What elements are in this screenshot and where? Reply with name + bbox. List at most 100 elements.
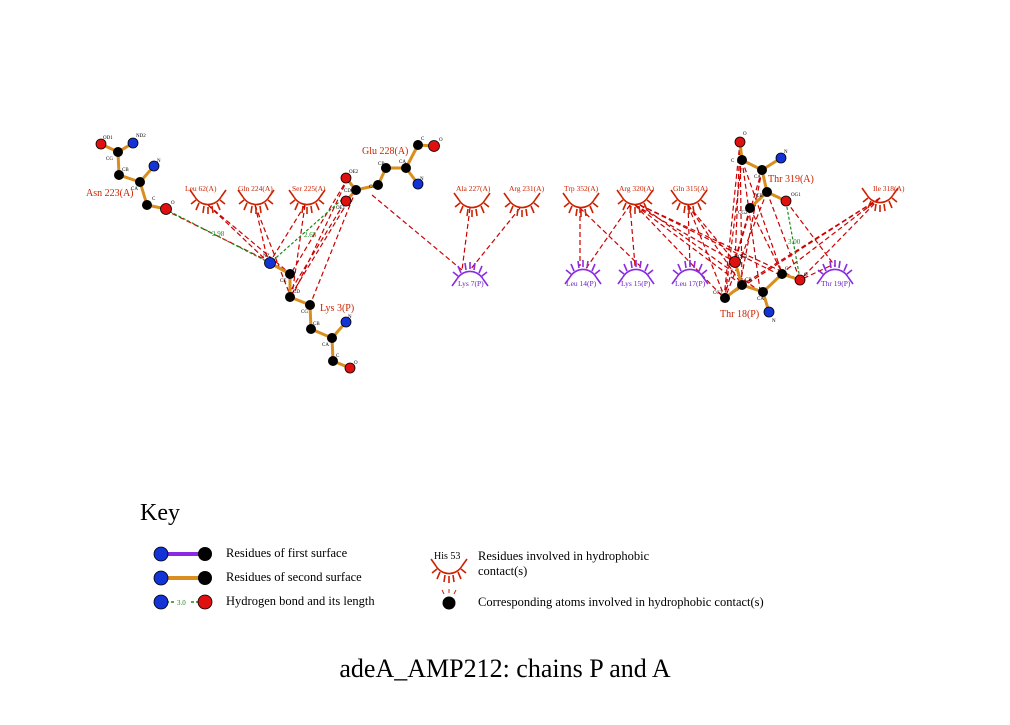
svg-text:NZ: NZ	[263, 254, 270, 259]
svg-text:Trp 352(A): Trp 352(A)	[564, 184, 599, 193]
hydrophobic-residue-lys15: Lys 15(P)	[617, 259, 655, 288]
hydrophobic-residue-lys7: Lys 7(P)	[451, 261, 489, 288]
hydrophobic-residue-ser225: Ser 225(A)	[288, 184, 326, 215]
svg-text:O: O	[804, 273, 808, 278]
hbond-length-label: 3.00	[788, 238, 801, 246]
svg-text:CA: CA	[322, 343, 329, 348]
svg-text:CB: CB	[745, 278, 752, 283]
svg-text:CA: CA	[131, 187, 138, 192]
svg-text:CA: CA	[754, 175, 761, 180]
hydrophobic-residue-ala227: Ala 227(A)	[453, 184, 491, 218]
hydrophobic-lines-left	[164, 177, 521, 306]
residue-thr18: OG1 CB CG2 CA C O N Thr 18(P)	[713, 255, 808, 324]
svg-text:ND2: ND2	[136, 134, 146, 139]
residue-label: Asn 223(A)	[86, 188, 134, 199]
key-title: Key	[140, 500, 180, 526]
svg-text:Leu 17(P): Leu 17(P)	[675, 279, 706, 288]
hydrophobic-residue-ile318: Ile 318(A)	[861, 184, 905, 213]
hydrophobic-residue-leu17: Leu 17(P)	[671, 259, 709, 288]
svg-text:OG1: OG1	[738, 255, 748, 260]
svg-text:O: O	[354, 361, 358, 366]
svg-text:CB: CB	[378, 162, 385, 167]
key-hydrophobic-atom-sample	[441, 589, 457, 610]
svg-text:CD: CD	[293, 290, 300, 295]
svg-text:Leu 14(P): Leu 14(P)	[566, 279, 597, 288]
key-legend: 3.0 His 53	[153, 546, 468, 610]
svg-text:N: N	[348, 315, 352, 320]
hydrophobic-residue-thr19: Thr 19(P)	[816, 259, 854, 288]
svg-text:3.0: 3.0	[177, 599, 186, 607]
key-hbond-label: Hydrogen bond and its length	[226, 594, 375, 608]
key-second-surface-label: Residues of second surface	[226, 570, 362, 584]
svg-text:C: C	[421, 137, 425, 142]
svg-text:CG2: CG2	[738, 211, 748, 216]
svg-text:OG1: OG1	[791, 193, 801, 198]
hbond-lines-right	[785, 201, 801, 280]
residue-label: Glu 228(A)	[362, 146, 408, 157]
svg-text:CA: CA	[399, 160, 406, 165]
residue-label: Thr 18(P)	[720, 309, 759, 320]
svg-text:O: O	[171, 201, 175, 206]
residue-glu228: OE2 OE1 CD CG CB CA C O N Glu 228(A)	[336, 137, 443, 211]
residue-label: Thr 319(A)	[768, 174, 814, 185]
hydrophobic-residue-leu62: Leu 62(A)	[185, 184, 227, 215]
key-second-surface-sample	[153, 570, 212, 586]
svg-text:O: O	[743, 132, 747, 137]
svg-text:N: N	[157, 159, 161, 164]
hbond-length-label: 2.98	[212, 230, 225, 238]
svg-text:O: O	[439, 138, 443, 143]
svg-text:Ala 227(A): Ala 227(A)	[456, 184, 491, 193]
svg-text:CG: CG	[301, 310, 308, 315]
svg-text:OE2: OE2	[349, 170, 359, 175]
svg-text:CG: CG	[369, 185, 376, 190]
svg-text:OE1: OE1	[336, 206, 346, 211]
svg-text:C: C	[152, 197, 156, 202]
svg-text:Thr 19(P): Thr 19(P)	[821, 279, 851, 288]
key-hydrophobic-atoms-label: Corresponding atoms involved in hydropho…	[478, 595, 764, 609]
svg-text:N: N	[420, 177, 424, 182]
svg-text:Ile 318(A): Ile 318(A)	[873, 184, 905, 193]
svg-text:C: C	[731, 159, 735, 164]
key-hydrophobic-label-line1: Residues involved in hydrophobic	[478, 549, 650, 563]
svg-text:CB: CB	[313, 322, 320, 327]
svg-text:CG: CG	[106, 157, 113, 162]
hbond-length-label: 2.65	[304, 231, 317, 239]
residue-label: Lys 3(P)	[320, 303, 354, 314]
residue-thr319: O C N CA CB CG2 OG1 Thr 319(A)	[731, 132, 814, 216]
svg-text:OD1: OD1	[103, 136, 113, 141]
svg-text:N: N	[772, 319, 776, 324]
hydrophobic-residue-arg231: Arg 231(A)	[503, 184, 545, 218]
svg-text:Lys 15(P): Lys 15(P)	[621, 279, 651, 288]
svg-text:Lys 7(P): Lys 7(P)	[458, 279, 484, 288]
svg-text:CG2: CG2	[713, 291, 723, 296]
svg-text:C: C	[336, 354, 340, 359]
hydrophobic-residue-trp352: Trp 352(A)	[562, 184, 600, 218]
svg-text:CD: CD	[344, 189, 351, 194]
key-hydrophobic-label-line2: contact(s)	[478, 564, 528, 578]
hydrophobic-residue-arg320: Arg 320(A)	[616, 184, 655, 215]
residue-lys3: NZ CE CD CG CB CA N C O Lys 3(P)	[263, 254, 358, 374]
svg-text:CB: CB	[122, 168, 129, 173]
hbond-lines-left	[164, 195, 347, 264]
hydrophobic-residue-leu14: Leu 14(P)	[564, 259, 602, 288]
key-hydrophobic-sample: His 53	[430, 551, 468, 584]
svg-text:Gln 315(A): Gln 315(A)	[673, 184, 708, 193]
svg-text:CE: CE	[280, 279, 286, 284]
svg-text:Gln 224(A): Gln 224(A)	[238, 184, 273, 193]
svg-text:Arg 231(A): Arg 231(A)	[509, 184, 545, 193]
diagram-caption: adeA_AMP212: chains P and A	[339, 654, 671, 683]
svg-text:Ser 225(A): Ser 225(A)	[292, 184, 326, 193]
svg-text:Arg 320(A): Arg 320(A)	[619, 184, 655, 193]
hydrophobic-residue-gln224: Gln 224(A)	[237, 184, 275, 215]
hydrophobic-lines-right	[579, 141, 881, 299]
svg-text:CA: CA	[757, 297, 764, 302]
svg-text:C: C	[785, 267, 789, 272]
key-first-surface-label: Residues of first surface	[226, 546, 348, 560]
hydrophobic-residue-gln315: Gln 315(A)	[670, 184, 708, 215]
svg-text:Leu 62(A): Leu 62(A)	[185, 184, 217, 193]
svg-text:CB: CB	[756, 194, 763, 199]
svg-text:His 53: His 53	[434, 551, 460, 562]
key-hbond-sample: 3.0	[153, 594, 213, 610]
